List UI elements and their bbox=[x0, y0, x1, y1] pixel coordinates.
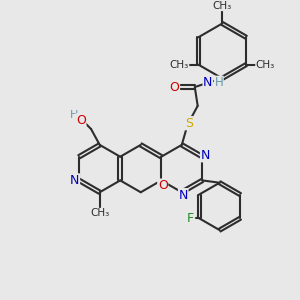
Text: O: O bbox=[158, 179, 168, 192]
Text: CH₃: CH₃ bbox=[256, 60, 275, 70]
Text: CH₃: CH₃ bbox=[213, 1, 232, 10]
Text: F: F bbox=[187, 212, 194, 225]
Text: N: N bbox=[70, 174, 80, 187]
Text: O: O bbox=[76, 114, 86, 127]
Text: N: N bbox=[203, 76, 212, 89]
Text: S: S bbox=[185, 117, 193, 130]
Text: H: H bbox=[70, 110, 79, 120]
Text: CH₃: CH₃ bbox=[90, 208, 109, 218]
Text: CH₃: CH₃ bbox=[169, 60, 189, 70]
Text: N: N bbox=[200, 149, 210, 162]
Text: H: H bbox=[214, 76, 223, 89]
Text: N: N bbox=[178, 189, 188, 202]
Text: O: O bbox=[169, 81, 179, 94]
